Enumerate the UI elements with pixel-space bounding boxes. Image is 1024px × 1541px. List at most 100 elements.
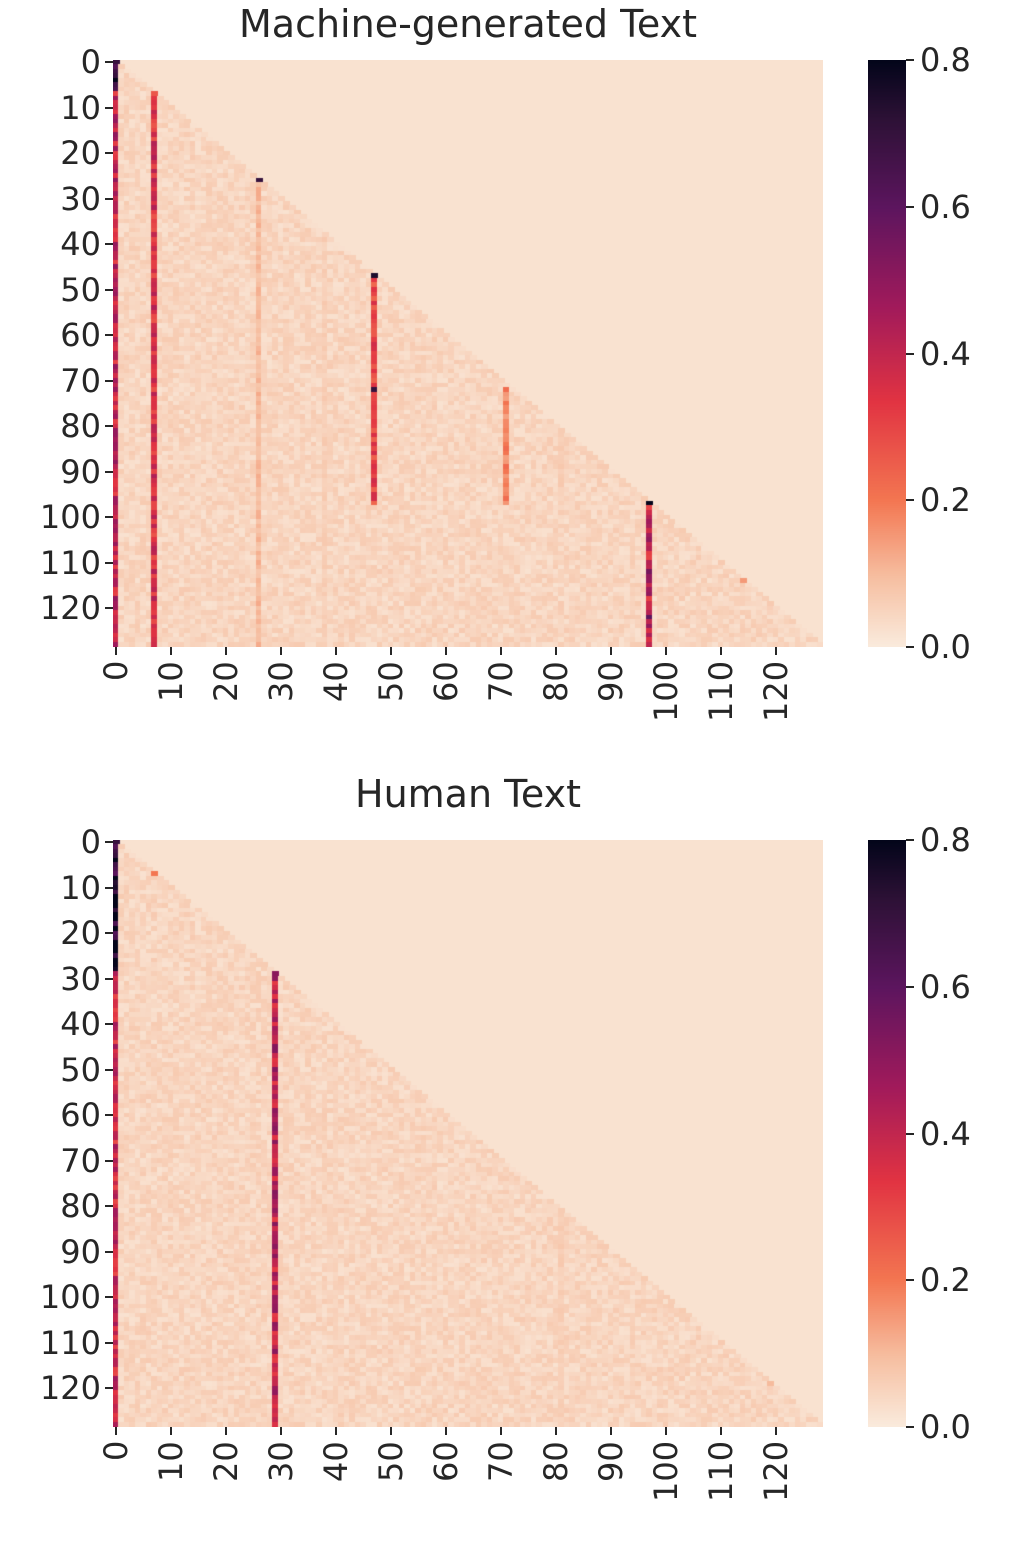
x-tick-label: 100 — [647, 1440, 686, 1502]
y-tick — [105, 1205, 113, 1208]
colorbar-tick-label: 0.2 — [920, 1261, 971, 1300]
y-tick — [105, 470, 113, 473]
y-tick — [105, 106, 113, 109]
y-tick-label: 70 — [60, 1141, 101, 1180]
y-tick-label: 100 — [39, 1278, 101, 1317]
x-tick-label: 50 — [371, 661, 410, 702]
y-tick — [105, 607, 113, 610]
colorbar-tick — [906, 1279, 914, 1282]
colorbar-tick-label: 0.8 — [920, 821, 971, 859]
x-tick-label: 40 — [316, 1441, 355, 1482]
colorbar-tick-label: 0.8 — [920, 41, 971, 79]
x-tick — [775, 647, 778, 655]
y-tick — [105, 288, 113, 291]
x-tick — [500, 1427, 503, 1435]
x-tick — [610, 647, 613, 655]
y-tick-label: 20 — [60, 134, 101, 173]
x-tick — [224, 1427, 227, 1435]
x-tick-label: 80 — [537, 661, 576, 702]
x-tick-label: 110 — [702, 1440, 741, 1502]
y-tick — [105, 1114, 113, 1117]
y-tick — [105, 152, 113, 155]
y-tick-label: 50 — [60, 1050, 101, 1089]
x-tick — [555, 1427, 558, 1435]
x-tick-label: 10 — [151, 1441, 190, 1482]
x-tick-label: 40 — [316, 661, 355, 702]
x-tick-label: 100 — [647, 660, 686, 722]
colorbar-tick — [906, 352, 914, 355]
x-tick-label: 110 — [702, 660, 741, 722]
chart-title: Machine-generated Text — [239, 2, 697, 46]
y-tick-label: 70 — [60, 361, 101, 400]
y-tick — [105, 516, 113, 519]
y-tick-label: 0 — [80, 823, 101, 862]
colorbar-tick — [906, 985, 914, 988]
y-tick — [105, 977, 113, 980]
colorbar-tick — [906, 59, 914, 61]
x-tick-label: 90 — [592, 661, 631, 702]
x-tick — [444, 647, 447, 655]
y-tick-label: 40 — [60, 225, 101, 264]
colorbar-tick-label: 0.0 — [920, 1408, 971, 1446]
y-tick-label: 100 — [39, 498, 101, 537]
y-tick-label: 120 — [39, 1369, 101, 1408]
x-tick-label: 20 — [206, 1441, 245, 1482]
y-tick — [105, 1159, 113, 1162]
y-tick — [105, 841, 113, 844]
y-tick — [105, 886, 113, 889]
x-tick — [665, 647, 668, 655]
colorbar-tick-label: 0.4 — [920, 334, 971, 373]
y-tick — [105, 932, 113, 935]
y-tick-label: 110 — [39, 543, 101, 582]
y-tick — [105, 1387, 113, 1390]
x-tick-label: 0 — [96, 1440, 135, 1461]
x-tick — [279, 1427, 282, 1435]
x-tick — [500, 647, 503, 655]
y-tick — [105, 61, 113, 64]
x-tick-label: 50 — [371, 1441, 410, 1482]
x-tick-label: 30 — [261, 1441, 300, 1482]
y-tick — [105, 243, 113, 246]
x-tick — [444, 1427, 447, 1435]
x-tick — [114, 647, 117, 655]
colorbar-tick — [906, 499, 914, 502]
x-tick-label: 60 — [426, 661, 465, 702]
attention-heatmap — [113, 60, 823, 647]
x-tick — [279, 647, 282, 655]
y-tick-label: 10 — [60, 88, 101, 127]
colorbar-tick — [906, 205, 914, 208]
x-tick-label: 0 — [96, 660, 135, 681]
x-tick — [555, 647, 558, 655]
y-tick — [105, 425, 113, 428]
x-tick-label: 120 — [757, 660, 796, 722]
y-tick-label: 60 — [60, 316, 101, 355]
x-tick-label: 10 — [151, 661, 190, 702]
colorbar-tick-label: 0.0 — [920, 628, 971, 666]
y-tick — [105, 1068, 113, 1071]
y-tick-label: 0 — [80, 43, 101, 82]
x-tick — [224, 647, 227, 655]
y-tick-label: 90 — [60, 452, 101, 491]
x-tick-label: 90 — [592, 1441, 631, 1482]
colorbar-tick-label: 0.2 — [920, 481, 971, 520]
x-tick — [389, 647, 392, 655]
colorbar-tick — [906, 646, 914, 648]
y-tick-label: 60 — [60, 1096, 101, 1135]
x-tick — [334, 1427, 337, 1435]
y-tick — [105, 1250, 113, 1253]
y-tick — [105, 1296, 113, 1299]
x-tick-label: 120 — [757, 1440, 796, 1502]
y-tick — [105, 197, 113, 200]
y-tick-label: 120 — [39, 589, 101, 628]
x-tick — [169, 647, 172, 655]
x-tick-label: 30 — [261, 661, 300, 702]
y-tick — [105, 1341, 113, 1344]
y-tick-label: 10 — [60, 868, 101, 907]
colorbar-tick — [906, 1426, 914, 1428]
colorbar-tick — [906, 839, 914, 841]
colorbar-tick-label: 0.4 — [920, 1114, 971, 1153]
x-tick — [775, 1427, 778, 1435]
y-tick — [105, 334, 113, 337]
x-tick-label: 60 — [426, 1441, 465, 1482]
x-tick-label: 20 — [206, 661, 245, 702]
